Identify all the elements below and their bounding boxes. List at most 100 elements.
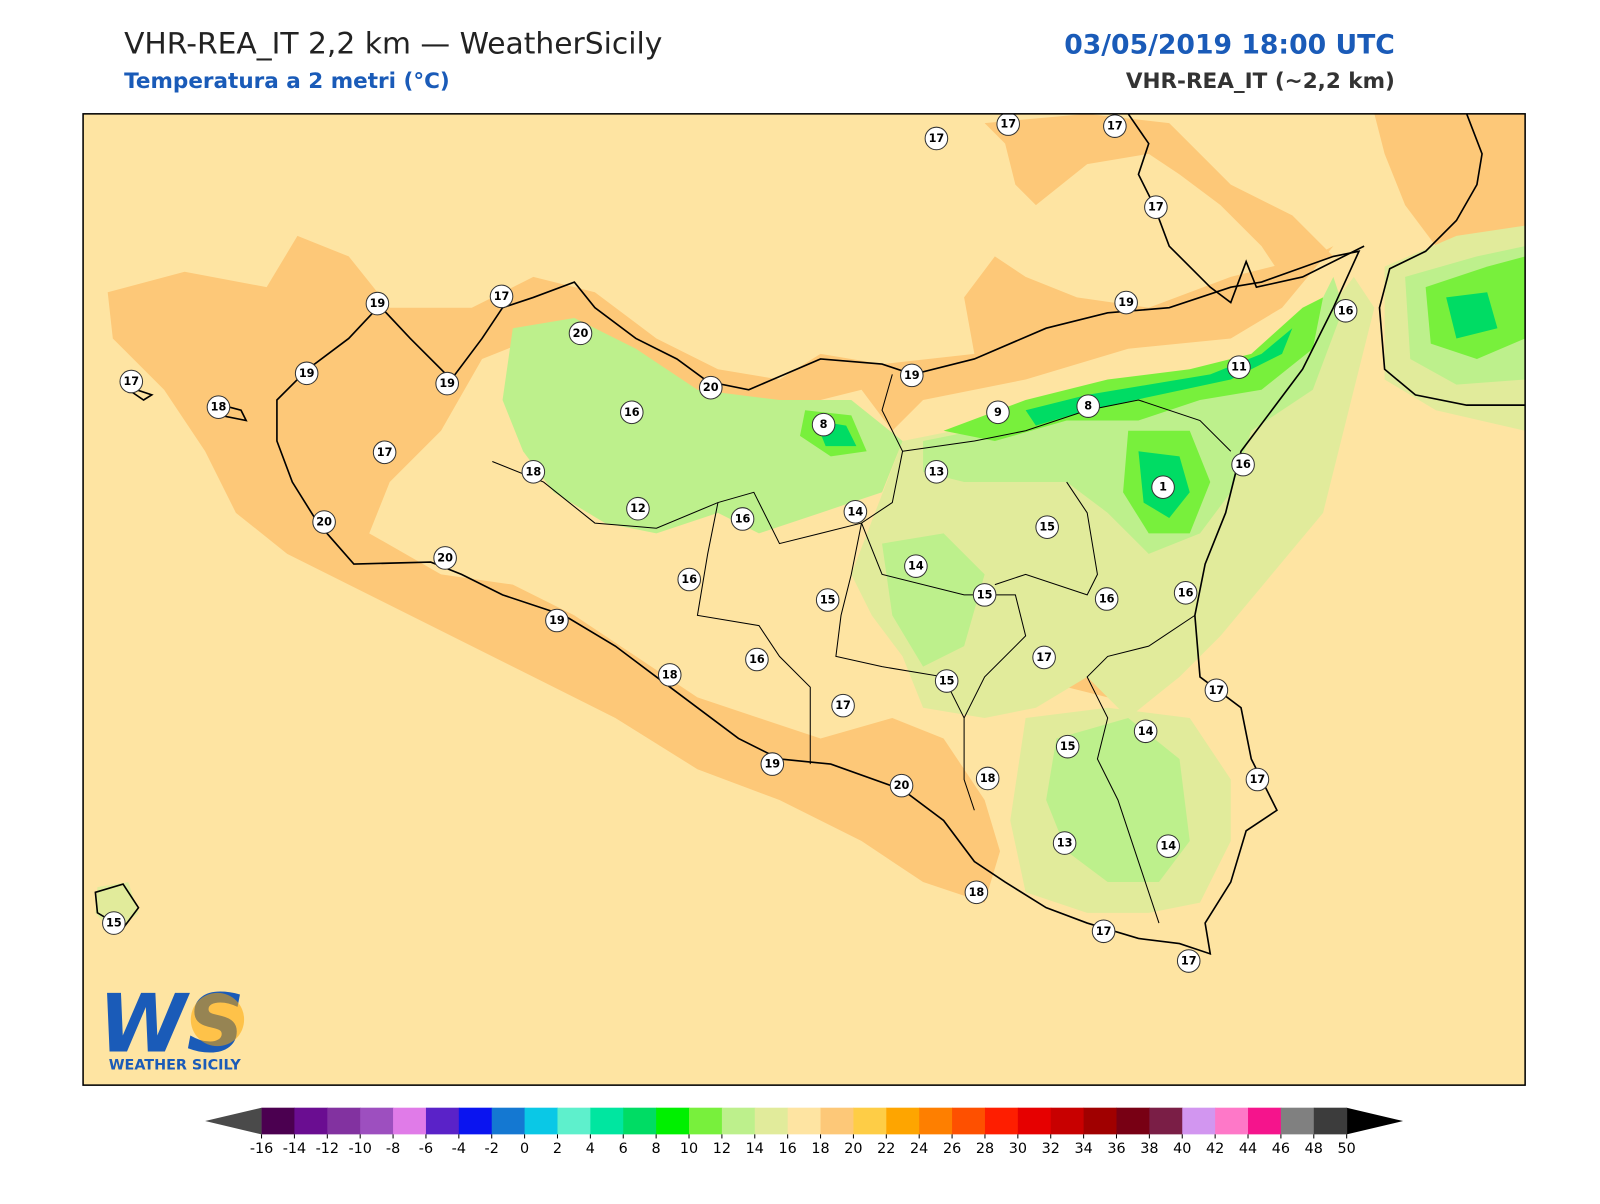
station-marker [1094, 587, 1119, 611]
station-marker [435, 371, 459, 396]
station-marker [619, 400, 644, 425]
colorbar-cell [689, 1107, 723, 1135]
title: VHR-REA_IT 2,2 km — WeatherSicily [124, 26, 662, 61]
logo: WS WEATHER SICILY [98, 977, 244, 1073]
station-marker [815, 588, 840, 612]
colorbar-tick-label: 6 [619, 1141, 628, 1157]
station-marker [1055, 734, 1080, 759]
subtitle: Temperatura a 2 metri (°C) [124, 69, 450, 94]
station-marker [102, 911, 126, 935]
station-marker [831, 693, 855, 718]
colorbar-tick-label: -14 [283, 1141, 306, 1157]
colorbar-cell [623, 1107, 657, 1135]
station-value: 20 [316, 516, 332, 529]
station-marker [1204, 678, 1229, 703]
station-marker [934, 669, 959, 693]
station-value: 17 [1148, 201, 1164, 214]
station-marker [745, 647, 769, 672]
station-value: 1 [1159, 481, 1167, 494]
colorbar-cell [458, 1107, 493, 1135]
colorbar-cell [327, 1107, 361, 1135]
station-value: 14 [1138, 725, 1154, 738]
station-value: 9 [994, 406, 1002, 419]
station-marker [1114, 290, 1138, 315]
colorbar-cell [1149, 1107, 1183, 1135]
station-value: 19 [299, 367, 315, 380]
station-marker [924, 126, 949, 151]
station-marker [843, 500, 868, 524]
station-value: 16 [1099, 592, 1115, 605]
colorbar-tick-label: 44 [1239, 1141, 1257, 1157]
station-value: 17 [1096, 925, 1112, 938]
station-marker [986, 400, 1010, 425]
colorbar-cell [261, 1107, 295, 1135]
stations: 17 17 17 17 19 17 20 19 16 17 19 19 18 20 19 11 16 8 9 8 17 1… [102, 113, 1358, 973]
station-value: 17 [929, 132, 945, 145]
station-value: 17 [1209, 684, 1225, 697]
station-value: 19 [1118, 296, 1134, 309]
colorbar-cell [1050, 1107, 1085, 1135]
station-marker [365, 291, 390, 316]
station-marker [1173, 581, 1198, 605]
station-value: 19 [370, 297, 386, 310]
colorbar-cell [524, 1107, 558, 1135]
colorbar-tick-label: 18 [811, 1141, 829, 1157]
colorbar-tick-label: 14 [746, 1141, 764, 1157]
station-value: 19 [764, 758, 780, 771]
colorbar-tick-label: 30 [1009, 1141, 1027, 1157]
colorbar-tick-label: 16 [779, 1141, 797, 1157]
station-value: 16 [1235, 458, 1251, 471]
station-marker [1245, 767, 1270, 792]
colorbar-tick-label: 10 [680, 1141, 698, 1157]
colorbar-tick-label: 40 [1173, 1141, 1191, 1157]
colorbar-tick-label: -4 [452, 1141, 466, 1157]
station-marker [1103, 114, 1127, 138]
station-marker [924, 460, 949, 484]
colorbar-cell [1017, 1107, 1052, 1135]
station-value: 19 [904, 369, 920, 382]
colorbar-tick-label: -16 [250, 1141, 273, 1157]
station-value: 15 [939, 675, 955, 688]
station-value: 8 [820, 418, 828, 431]
station-value: 19 [439, 377, 455, 390]
colorbar-tick-label: 50 [1338, 1141, 1356, 1157]
station-marker [119, 369, 144, 394]
station-marker [899, 363, 924, 388]
logo-name: WEATHER SICILY [109, 1058, 242, 1074]
station-value: 16 [681, 573, 697, 586]
station-marker [1052, 831, 1077, 855]
station-marker [760, 752, 785, 776]
station-value: 17 [377, 446, 393, 459]
station-marker [657, 663, 682, 687]
station-marker [904, 554, 928, 578]
station-value: 15 [977, 588, 993, 601]
station-value: 8 [1084, 400, 1092, 413]
station-marker [206, 395, 231, 419]
station-value: 16 [1338, 304, 1354, 317]
station-value: 17 [1000, 118, 1016, 131]
colorbar-tick-label: 4 [586, 1141, 595, 1157]
station-marker [677, 567, 702, 592]
colorbar-tick-label: -10 [348, 1141, 371, 1157]
station-value: 14 [908, 560, 924, 573]
station-value: 20 [573, 327, 589, 340]
station-marker [972, 583, 997, 607]
station-marker [698, 375, 723, 400]
map-area: 17 17 17 17 19 17 20 19 16 17 19 19 18 20 19 11 16 8 9 8 17 1… [83, 113, 1526, 1086]
colorbar-tick-label: 48 [1305, 1141, 1323, 1157]
colorbar-cell [491, 1107, 526, 1135]
station-marker [312, 510, 336, 534]
colorbar-cell [1280, 1107, 1315, 1135]
station-marker [433, 546, 457, 570]
colorbar-cell [886, 1107, 920, 1135]
station-value: 11 [1231, 361, 1247, 374]
colorbar-tick-label: 42 [1206, 1141, 1224, 1157]
colorbar-tick-label: 34 [1074, 1141, 1092, 1157]
station-marker [996, 113, 1020, 136]
colorbar-tick-label: 0 [520, 1141, 529, 1157]
colorbar-cell [1116, 1107, 1150, 1135]
colorbar-tick-label: 24 [910, 1141, 928, 1157]
colorbar-cell [557, 1107, 591, 1135]
station-marker [1144, 195, 1168, 219]
station-marker [730, 507, 755, 531]
